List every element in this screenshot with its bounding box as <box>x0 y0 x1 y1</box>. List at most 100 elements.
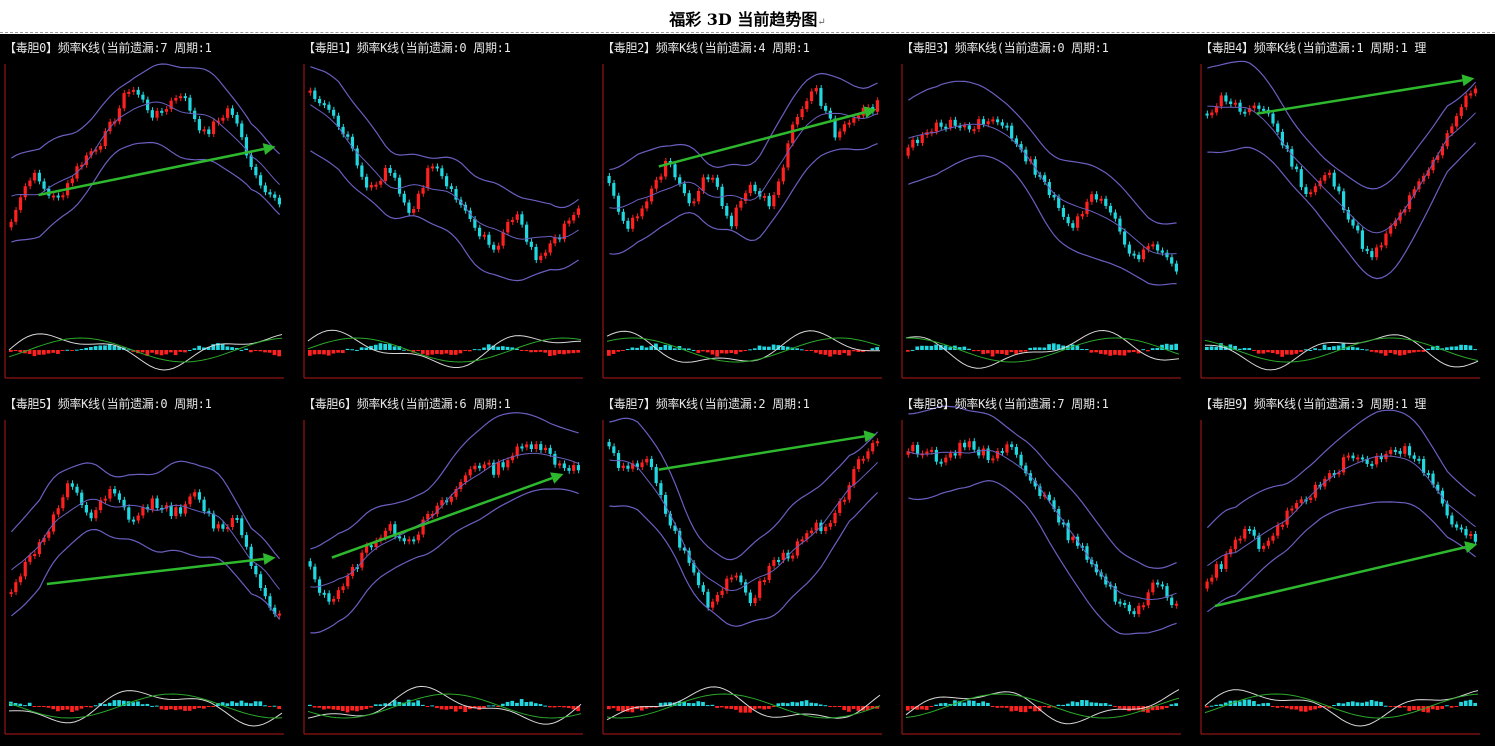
candle <box>435 505 439 514</box>
candle <box>178 96 183 99</box>
candle <box>939 461 943 464</box>
panel-caption: 【毒胆3】频率K线(当前遗漏:0 周期:1 <box>901 41 1109 55</box>
candle <box>1379 455 1383 460</box>
candle <box>350 136 355 149</box>
macd-bar <box>809 702 814 706</box>
macd-bar <box>159 706 164 710</box>
macd-bar <box>13 350 18 351</box>
macd-dif-line <box>905 329 1180 369</box>
candle <box>510 219 515 222</box>
candle <box>1342 457 1346 473</box>
candlestick-chart <box>1200 60 1480 379</box>
macd-bar <box>691 349 696 351</box>
candle <box>856 459 861 470</box>
candle <box>696 572 701 586</box>
candle <box>1285 510 1289 525</box>
macd-bar <box>1256 704 1261 706</box>
macd-bar <box>326 706 331 709</box>
macd-bar <box>183 706 187 711</box>
macd-bar <box>510 347 515 350</box>
candle <box>1374 247 1379 258</box>
candle <box>1285 145 1289 150</box>
candle <box>1174 603 1178 606</box>
candle <box>327 593 331 602</box>
candle <box>576 465 580 471</box>
candle <box>1090 559 1094 565</box>
macd-bar <box>56 350 60 354</box>
candle <box>336 115 340 127</box>
candle <box>1398 451 1402 454</box>
candle <box>435 166 439 169</box>
macd-bar <box>519 699 524 706</box>
macd-bar <box>668 702 672 706</box>
candle <box>202 129 206 132</box>
macd-bar <box>98 345 103 350</box>
lower-band-line <box>609 492 879 627</box>
macd-bar <box>804 350 809 351</box>
candle <box>146 507 150 510</box>
lower-band-line <box>310 150 579 282</box>
panel-caption: 【毒胆5】频率K线(当前遗漏:0 周期:1 <box>4 397 212 411</box>
macd-bar <box>150 705 154 707</box>
macd-bar <box>1098 703 1103 706</box>
macd-bar <box>611 350 616 354</box>
candle <box>1436 484 1440 491</box>
chart-panel-2: 【毒胆2】频率K线(当前遗漏:4 周期:1 <box>598 34 897 390</box>
candle <box>1014 446 1018 455</box>
candle <box>1052 195 1056 198</box>
macd-bar <box>27 350 32 354</box>
macd-bar <box>799 349 804 351</box>
macd-bar <box>1275 350 1280 355</box>
candle <box>169 505 173 517</box>
macd-bar <box>1402 706 1407 708</box>
candle <box>1210 577 1214 582</box>
candle <box>1436 155 1440 160</box>
candle <box>1417 181 1421 190</box>
candle <box>226 108 230 118</box>
macd-bar <box>1233 345 1237 350</box>
candle <box>1137 605 1141 615</box>
candle <box>183 504 187 514</box>
candle <box>207 129 211 135</box>
candle <box>819 88 823 106</box>
macd-bar <box>1388 350 1393 353</box>
candle <box>1010 125 1014 139</box>
macd-bar <box>1416 706 1421 711</box>
panel-caption: 【毒胆0】频率K线(当前遗漏:7 周期:1 <box>4 41 212 55</box>
macd-bar <box>1146 706 1150 713</box>
candle <box>1374 455 1379 465</box>
candle <box>1356 457 1360 460</box>
macd-bar <box>1164 706 1169 708</box>
trend-arrow-line <box>331 476 553 559</box>
macd-bar <box>263 705 267 707</box>
macd-bar <box>312 706 317 708</box>
candle <box>682 547 687 551</box>
macd-bar <box>37 350 41 355</box>
macd-bar <box>1303 706 1308 712</box>
candle <box>911 139 915 148</box>
candle <box>1014 138 1018 145</box>
candle <box>1426 473 1430 476</box>
candle <box>692 201 696 204</box>
candle <box>1229 101 1233 104</box>
macd-bar <box>192 348 197 350</box>
candle <box>692 562 696 573</box>
candle <box>131 519 136 522</box>
macd-bar <box>402 349 406 351</box>
macd-bar <box>1000 706 1004 708</box>
candle <box>576 208 580 215</box>
candle <box>202 499 206 512</box>
macd-bar <box>990 350 995 357</box>
candle <box>1099 572 1103 577</box>
macd-bar <box>272 705 277 707</box>
candle <box>482 464 486 469</box>
candle <box>193 110 197 120</box>
macd-bar <box>355 706 359 712</box>
candle <box>84 155 89 165</box>
candle <box>33 172 37 181</box>
macd-bar <box>1280 350 1285 357</box>
macd-bar <box>463 350 468 351</box>
candle <box>758 191 762 197</box>
candle <box>397 177 402 194</box>
macd-bar <box>1463 700 1468 706</box>
